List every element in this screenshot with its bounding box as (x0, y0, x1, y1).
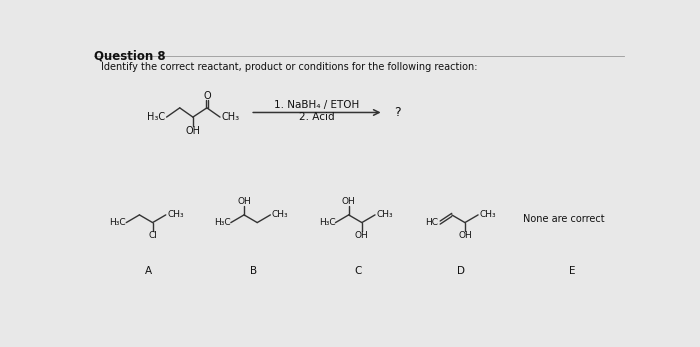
Text: CH₃: CH₃ (377, 210, 393, 219)
Text: O: O (203, 91, 211, 101)
Text: 2. Acid: 2. Acid (299, 112, 335, 122)
Text: B: B (250, 266, 257, 276)
Text: CH₃: CH₃ (167, 210, 184, 219)
Text: 1. NaBH₄ / ETOH: 1. NaBH₄ / ETOH (274, 100, 360, 110)
Text: CH₃: CH₃ (222, 112, 239, 122)
Text: A: A (145, 266, 153, 276)
Text: None are correct: None are correct (524, 214, 605, 224)
Text: ?: ? (394, 106, 401, 119)
Text: OH: OH (458, 231, 472, 240)
Text: HC: HC (426, 218, 439, 227)
Text: Question 8: Question 8 (94, 49, 165, 62)
Text: OH: OH (186, 126, 200, 136)
Text: Cl: Cl (148, 231, 157, 240)
Text: OH: OH (237, 197, 251, 206)
Text: H₃C: H₃C (147, 112, 165, 122)
Text: H₃C: H₃C (319, 218, 335, 227)
Text: OH: OH (355, 231, 369, 240)
Text: H₃C: H₃C (214, 218, 231, 227)
Text: OH: OH (342, 197, 356, 206)
Text: Identify the correct reactant, product or conditions for the following reaction:: Identify the correct reactant, product o… (102, 62, 478, 72)
Text: H₃C: H₃C (110, 218, 126, 227)
Text: E: E (568, 266, 575, 276)
Text: CH₃: CH₃ (272, 210, 288, 219)
Text: D: D (457, 266, 465, 276)
Text: C: C (354, 266, 362, 276)
Text: CH₃: CH₃ (480, 210, 496, 219)
